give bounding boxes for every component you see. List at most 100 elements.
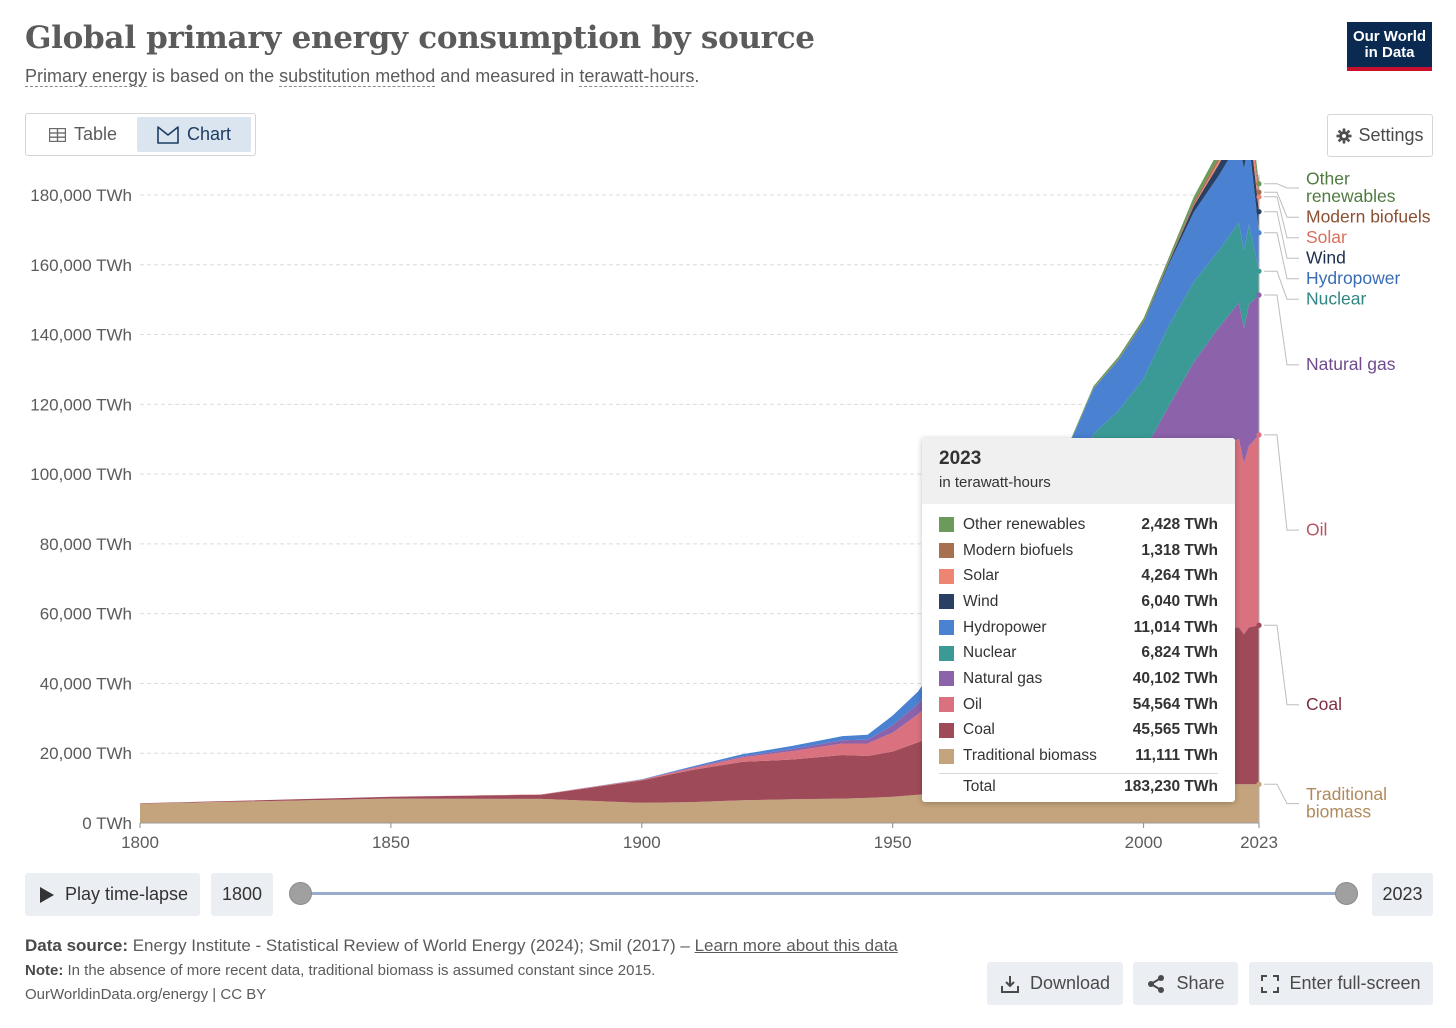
x-tick-label: 1950: [874, 833, 912, 852]
end-label-connector: [1264, 211, 1299, 259]
y-tick-label: 80,000 TWh: [40, 535, 132, 554]
end-label-oil[interactable]: Oil: [1306, 519, 1327, 539]
swatch-coal: [939, 722, 954, 738]
tooltip-unit: in terawatt-hours: [939, 474, 1051, 491]
end-label-solar[interactable]: Solar: [1306, 227, 1347, 247]
end-label-connector: [1264, 191, 1299, 218]
chart-title: Global primary energy consumption by sou…: [25, 20, 815, 56]
end-label-traditional-biomass[interactable]: Traditional: [1306, 784, 1387, 804]
tooltip-row-other-renewables: Other renewables 2,428 TWh: [939, 512, 1218, 538]
tab-table[interactable]: Table: [29, 117, 137, 152]
end-dot-other-renewables: [1256, 181, 1262, 187]
end-dots: [1256, 181, 1262, 787]
tooltip-total-value: 183,230 TWh: [1124, 778, 1218, 796]
y-tick-label: 20,000 TWh: [40, 744, 132, 763]
note-label: Note:: [25, 962, 64, 979]
data-source: Data source: Energy Institute - Statisti…: [25, 936, 898, 956]
play-label: Play time-lapse: [65, 884, 189, 904]
subtitle-text-3: .: [694, 66, 700, 86]
terawatt-hours-link[interactable]: terawatt-hours: [579, 66, 695, 87]
tooltip-total-row: Total 183,230 TWh: [939, 772, 1218, 799]
tooltip-total-label: Total: [963, 778, 996, 796]
y-tick-label: 160,000 TWh: [30, 256, 132, 275]
y-tick-label: 60,000 TWh: [40, 605, 132, 624]
chart-note: Note: In the absence of more recent data…: [25, 962, 655, 979]
tooltip-year: 2023: [939, 448, 982, 469]
end-label-nuclear[interactable]: Nuclear: [1306, 288, 1366, 308]
learn-more-link[interactable]: Learn more about this data: [694, 936, 898, 955]
tooltip-row-solar: Solar 4,264 TWh: [939, 563, 1218, 589]
tooltip-row-label: Nuclear: [963, 644, 1017, 662]
end-label-hydropower[interactable]: Hydropower: [1306, 268, 1401, 288]
logo-line-2: in Data: [1364, 44, 1415, 61]
end-label-traditional-biomass[interactable]: biomass: [1306, 802, 1371, 822]
end-label-connector: [1264, 624, 1299, 706]
tooltip-row-value: 54,564 TWh: [1132, 695, 1218, 713]
play-icon: [40, 886, 54, 903]
tab-chart[interactable]: Chart: [137, 117, 252, 152]
y-tick-label: 100,000 TWh: [30, 465, 132, 484]
end-dot-coal: [1256, 622, 1262, 628]
end-label-connector: [1264, 270, 1299, 300]
swatch-modern-biofuels: [939, 543, 954, 559]
download-button[interactable]: Download: [987, 962, 1123, 1005]
substitution-method-link[interactable]: substitution method: [279, 66, 436, 87]
subtitle-text-2: and measured in: [435, 66, 580, 86]
x-tick-label: 1850: [372, 833, 410, 852]
end-year-box[interactable]: 2023: [1372, 873, 1433, 916]
end-label-modern-biofuels[interactable]: Modern biofuels: [1306, 206, 1431, 226]
tooltip-row-oil: Oil 54,564 TWh: [939, 692, 1218, 718]
share-button[interactable]: Share: [1133, 962, 1238, 1005]
tooltip-row-value: 11,111 TWh: [1135, 747, 1218, 765]
source-text: Energy Institute - Statistical Review of…: [127, 936, 695, 955]
logo-line-1: Our World: [1352, 28, 1427, 45]
tooltip-row-label: Wind: [963, 592, 999, 610]
play-timelapse-button[interactable]: Play time-lapse: [25, 873, 200, 916]
tooltip-row-label: Oil: [963, 695, 982, 713]
end-label-wind[interactable]: Wind: [1306, 247, 1346, 267]
tooltip-row-wind: Wind 6,040 TWh: [939, 589, 1218, 615]
chart-subtitle: Primary energy is based on the substitut…: [25, 66, 699, 87]
swatch-wind: [939, 594, 954, 610]
tooltip-row-value: 6,040 TWh: [1141, 592, 1218, 610]
tooltip-row-value: 45,565 TWh: [1132, 721, 1218, 739]
end-dot-wind: [1256, 209, 1262, 215]
end-label-connector: [1264, 183, 1299, 189]
primary-energy-link[interactable]: Primary energy: [25, 66, 148, 87]
end-dot-traditional-biomass: [1256, 781, 1262, 787]
tooltip-row-label: Traditional biomass: [963, 747, 1097, 765]
tooltip-row-value: 4,264 TWh: [1141, 567, 1218, 585]
timeline-track[interactable]: [300, 892, 1346, 895]
swatch-hydropower: [939, 620, 954, 636]
y-tick-label: 120,000 TWh: [30, 395, 132, 414]
end-label-other-renewables[interactable]: renewables: [1306, 186, 1396, 206]
tooltip-row-hydropower: Hydropower 11,014 TWh: [939, 615, 1218, 641]
owid-logo[interactable]: Our World in Data: [1347, 22, 1432, 71]
end-label-other-renewables[interactable]: Other: [1306, 168, 1350, 188]
end-label-natural-gas[interactable]: Natural gas: [1306, 354, 1396, 374]
tab-table-label: Table: [74, 124, 118, 144]
table-icon: [49, 127, 66, 142]
share-label: Share: [1176, 973, 1225, 993]
timeline-end-handle[interactable]: [1335, 882, 1358, 905]
tooltip-row-value: 40,102 TWh: [1132, 669, 1218, 687]
settings-button[interactable]: Settings: [1327, 114, 1433, 157]
tooltip-row-value: 1,318 TWh: [1141, 541, 1218, 559]
tooltip-row-value: 6,824 TWh: [1141, 644, 1218, 662]
swatch-solar: [939, 568, 954, 584]
fullscreen-button[interactable]: Enter full-screen: [1249, 962, 1433, 1005]
x-tick-label: 1900: [623, 833, 661, 852]
credit-link[interactable]: OurWorldinData.org/energy | CC BY: [25, 986, 267, 1003]
end-dot-modern-biofuels: [1256, 189, 1262, 195]
year-tooltip: 2023 in terawatt-hours Other renewables 2…: [922, 438, 1235, 802]
start-year-box[interactable]: 1800: [211, 873, 273, 916]
swatch-traditional-biomass: [939, 748, 954, 764]
end-label-connector: [1264, 783, 1299, 805]
tooltip-rows: Other renewables 2,428 TWh Modern biofuel…: [922, 504, 1235, 799]
timeline-start-handle[interactable]: [289, 882, 312, 905]
download-label: Download: [1029, 973, 1111, 993]
end-label-coal[interactable]: Coal: [1306, 694, 1342, 714]
expand-icon: [1261, 974, 1280, 993]
tooltip-row-label: Solar: [963, 567, 1000, 585]
y-axis-ticks: 0 TWh 20,000 TWh 40,000 TWh 60,000 TWh 80,00…: [30, 186, 132, 833]
